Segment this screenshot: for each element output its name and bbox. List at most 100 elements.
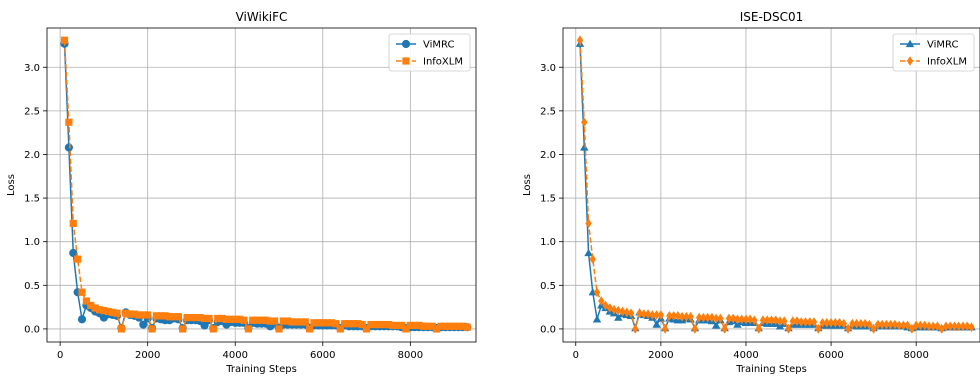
data-point-infoxlm <box>433 325 441 333</box>
data-point-infoxlm <box>632 324 639 334</box>
data-point-infoxlm <box>428 322 436 330</box>
data-point-infoxlm <box>708 312 716 323</box>
data-point-infoxlm <box>279 317 287 325</box>
data-point-infoxlm <box>772 315 779 325</box>
data-point-infoxlm <box>454 322 463 330</box>
y-tick-label: 0.5 <box>24 281 40 292</box>
legend-label-infoxlm: InfoXLM <box>423 57 463 68</box>
data-point-infoxlm <box>415 321 423 330</box>
legend-label-infoxlm: InfoXLM <box>927 57 967 68</box>
x-tick-label: 6000 <box>310 350 335 361</box>
data-point-infoxlm <box>323 319 331 327</box>
y-tick-label: 1.5 <box>24 194 40 205</box>
data-point-infoxlm <box>947 321 954 332</box>
data-point-infoxlm <box>310 319 318 327</box>
data-point-infoxlm <box>87 301 95 309</box>
y-tick-label: 1.5 <box>540 194 556 205</box>
y-axis-label: Loss <box>6 174 17 196</box>
data-point-infoxlm <box>725 313 733 324</box>
data-point-infoxlm <box>700 312 707 323</box>
data-point-vimrc <box>77 315 87 324</box>
y-tick-label: 0.0 <box>24 324 40 335</box>
data-point-vimrc <box>64 143 73 152</box>
data-point-infoxlm <box>874 319 882 330</box>
data-point-infoxlm <box>827 318 835 328</box>
data-point-infoxlm <box>585 218 592 229</box>
data-point-infoxlm <box>336 325 344 333</box>
data-point-infoxlm <box>288 318 296 326</box>
data-point-infoxlm <box>231 315 239 323</box>
data-point-infoxlm <box>755 324 762 334</box>
data-point-infoxlm <box>900 320 907 331</box>
data-point-infoxlm <box>135 311 143 319</box>
data-point-infoxlm <box>861 318 869 329</box>
data-point-infoxlm <box>65 118 73 126</box>
data-point-infoxlm <box>376 320 384 329</box>
x-tick-label: 0 <box>573 350 579 361</box>
data-point-infoxlm <box>157 312 165 320</box>
data-point-infoxlm <box>240 316 248 324</box>
data-point-infoxlm <box>636 308 643 319</box>
x-axis-label: Training Steps <box>735 364 807 375</box>
data-point-infoxlm <box>921 320 928 331</box>
legend-label-vimrc: ViMRC <box>423 40 454 51</box>
data-point-infoxlm <box>619 306 626 317</box>
data-point-infoxlm <box>942 321 950 332</box>
data-point-infoxlm <box>610 304 618 315</box>
data-point-infoxlm <box>332 320 340 328</box>
data-point-infoxlm <box>959 321 967 332</box>
data-point-infoxlm <box>358 320 366 329</box>
data-point-infoxlm <box>691 324 699 334</box>
data-point-infoxlm <box>857 318 865 329</box>
data-point-infoxlm <box>576 35 584 46</box>
data-point-infoxlm <box>109 308 117 316</box>
data-point-infoxlm <box>657 310 665 320</box>
data-point-infoxlm <box>734 314 741 325</box>
y-tick-label: 3.0 <box>24 63 40 74</box>
x-tick-label: 6000 <box>818 350 843 361</box>
data-point-infoxlm <box>955 321 962 332</box>
data-point-infoxlm <box>91 304 99 312</box>
data-point-infoxlm <box>117 325 126 333</box>
data-point-infoxlm <box>866 319 873 330</box>
data-point-infoxlm <box>179 325 187 333</box>
data-point-infoxlm <box>653 310 660 320</box>
data-point-infoxlm <box>730 313 737 324</box>
data-point-infoxlm <box>840 318 848 329</box>
y-tick-label: 2.5 <box>540 106 556 117</box>
data-point-infoxlm <box>187 313 196 322</box>
data-point-infoxlm <box>844 324 852 334</box>
data-point-infoxlm <box>354 320 362 328</box>
data-point-infoxlm <box>284 317 292 325</box>
legend-marker-vimrc <box>401 39 411 49</box>
data-point-infoxlm <box>424 322 432 330</box>
data-point-infoxlm <box>275 325 283 333</box>
data-point-infoxlm <box>615 305 622 316</box>
y-tick-label: 0.5 <box>540 281 556 292</box>
data-point-infoxlm <box>776 316 784 326</box>
data-point-infoxlm <box>819 318 826 328</box>
data-point-infoxlm <box>798 317 805 327</box>
data-point-infoxlm <box>764 315 771 325</box>
data-point-infoxlm <box>122 309 130 317</box>
data-point-vimrc <box>614 313 623 321</box>
data-point-infoxlm <box>912 320 920 331</box>
x-tick-label: 4000 <box>733 350 758 361</box>
axes-frame <box>562 27 980 343</box>
data-point-infoxlm <box>95 306 104 314</box>
data-point-infoxlm <box>649 310 656 320</box>
y-tick-label: 2.0 <box>540 150 556 161</box>
x-tick-label: 2000 <box>648 350 673 361</box>
data-point-vimrc <box>139 320 148 329</box>
data-point-infoxlm <box>380 320 388 329</box>
data-point-infoxlm <box>806 317 813 327</box>
data-point-infoxlm <box>148 325 156 333</box>
data-point-infoxlm <box>362 325 371 333</box>
data-point-infoxlm <box>384 320 393 329</box>
data-point-infoxlm <box>917 320 924 331</box>
data-point-infoxlm <box>929 321 937 332</box>
data-point-infoxlm <box>747 314 754 325</box>
data-point-infoxlm <box>815 324 822 334</box>
data-point-infoxlm <box>738 314 745 325</box>
data-point-infoxlm <box>789 316 796 326</box>
